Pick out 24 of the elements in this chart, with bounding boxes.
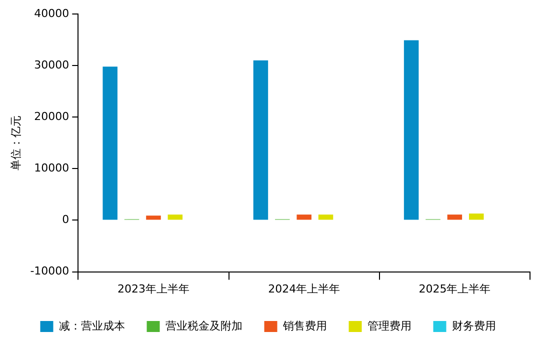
bar (469, 214, 484, 220)
y-tick-label: 40000 (34, 6, 70, 20)
bar (102, 66, 118, 220)
x-tick-label: 2023年上半年 (117, 282, 190, 296)
bar (404, 40, 419, 220)
x-tick-label: 2025年上半年 (418, 282, 491, 296)
y-tick-label: -10000 (30, 264, 70, 278)
x-tick-label: 2024年上半年 (268, 282, 340, 296)
legend-label: 销售费用 (282, 319, 327, 332)
y-tick-label: 10000 (34, 162, 70, 175)
bar (318, 214, 334, 220)
legend-label: 减：营业成本 (58, 319, 125, 332)
bar (447, 214, 462, 220)
legend-label: 管理费用 (367, 319, 412, 332)
y-axis-title: 单位：亿元 (9, 115, 22, 170)
y-tick-label: 30000 (34, 58, 70, 72)
legend-label: 财务费用 (452, 319, 496, 332)
legend-label: 营业税金及附加 (165, 319, 242, 332)
bar (168, 214, 183, 220)
y-tick-label: 20000 (34, 110, 70, 123)
bar (253, 60, 268, 220)
bar (296, 214, 312, 220)
y-tick-label: 0 (62, 213, 70, 226)
bar (146, 216, 161, 220)
